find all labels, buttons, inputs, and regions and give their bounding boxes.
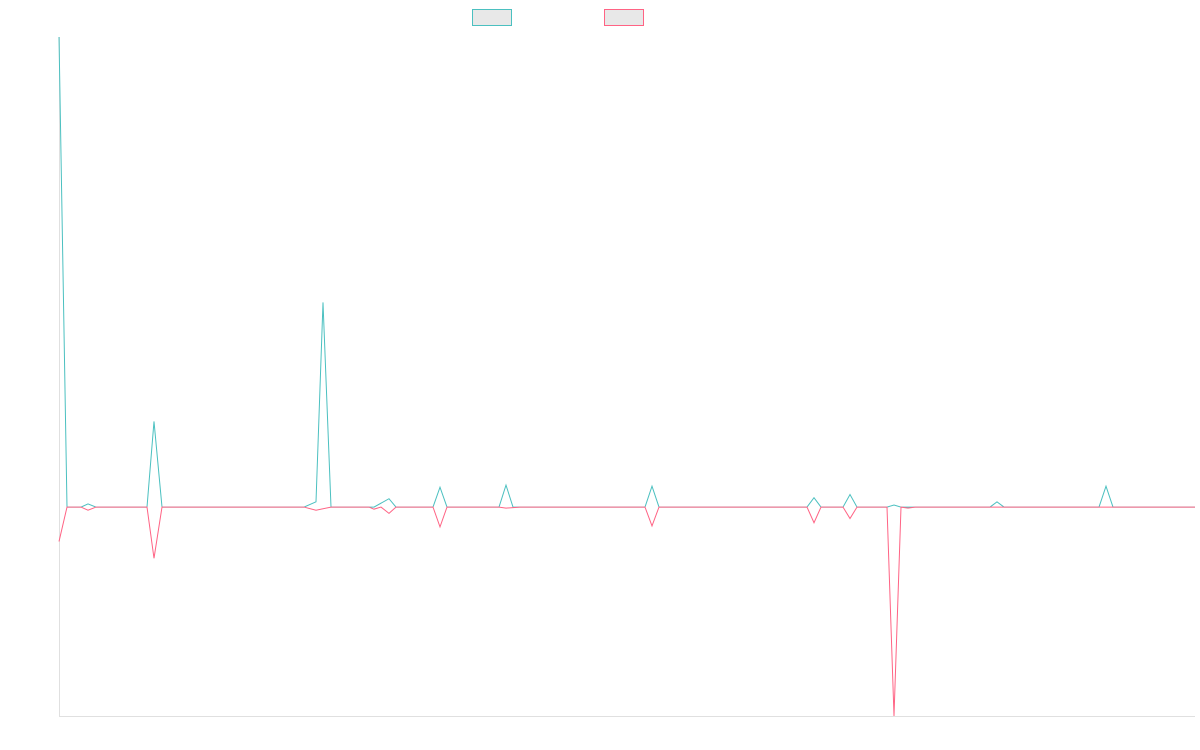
- line-series: [58, 506, 1195, 717]
- legend-swatch[interactable]: [604, 9, 644, 26]
- line-series: [58, 36, 1195, 508]
- legend-swatch[interactable]: [472, 9, 512, 26]
